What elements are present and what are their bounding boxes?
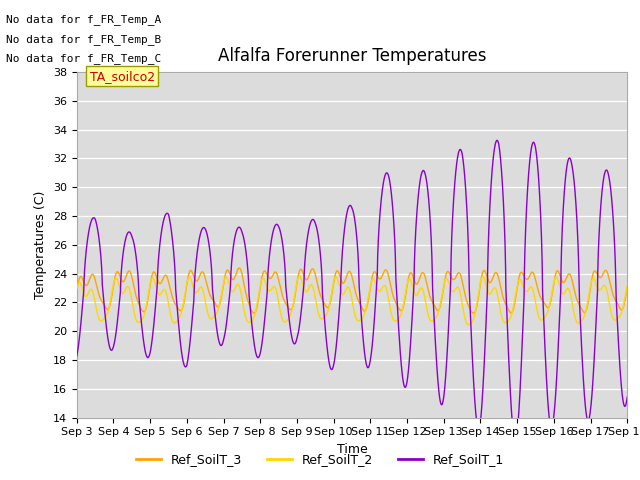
X-axis label: Time: Time	[337, 443, 367, 456]
Title: Alfalfa Forerunner Temperatures: Alfalfa Forerunner Temperatures	[218, 47, 486, 65]
Text: No data for f_FR_Temp_A: No data for f_FR_Temp_A	[6, 14, 162, 25]
Text: TA_soilco2: TA_soilco2	[90, 70, 155, 83]
Y-axis label: Temperatures (C): Temperatures (C)	[35, 191, 47, 299]
Text: No data for f_FR_Temp_C: No data for f_FR_Temp_C	[6, 53, 162, 64]
Legend: Ref_SoilT_3, Ref_SoilT_2, Ref_SoilT_1: Ref_SoilT_3, Ref_SoilT_2, Ref_SoilT_1	[131, 448, 509, 471]
Text: No data for f_FR_Temp_B: No data for f_FR_Temp_B	[6, 34, 162, 45]
